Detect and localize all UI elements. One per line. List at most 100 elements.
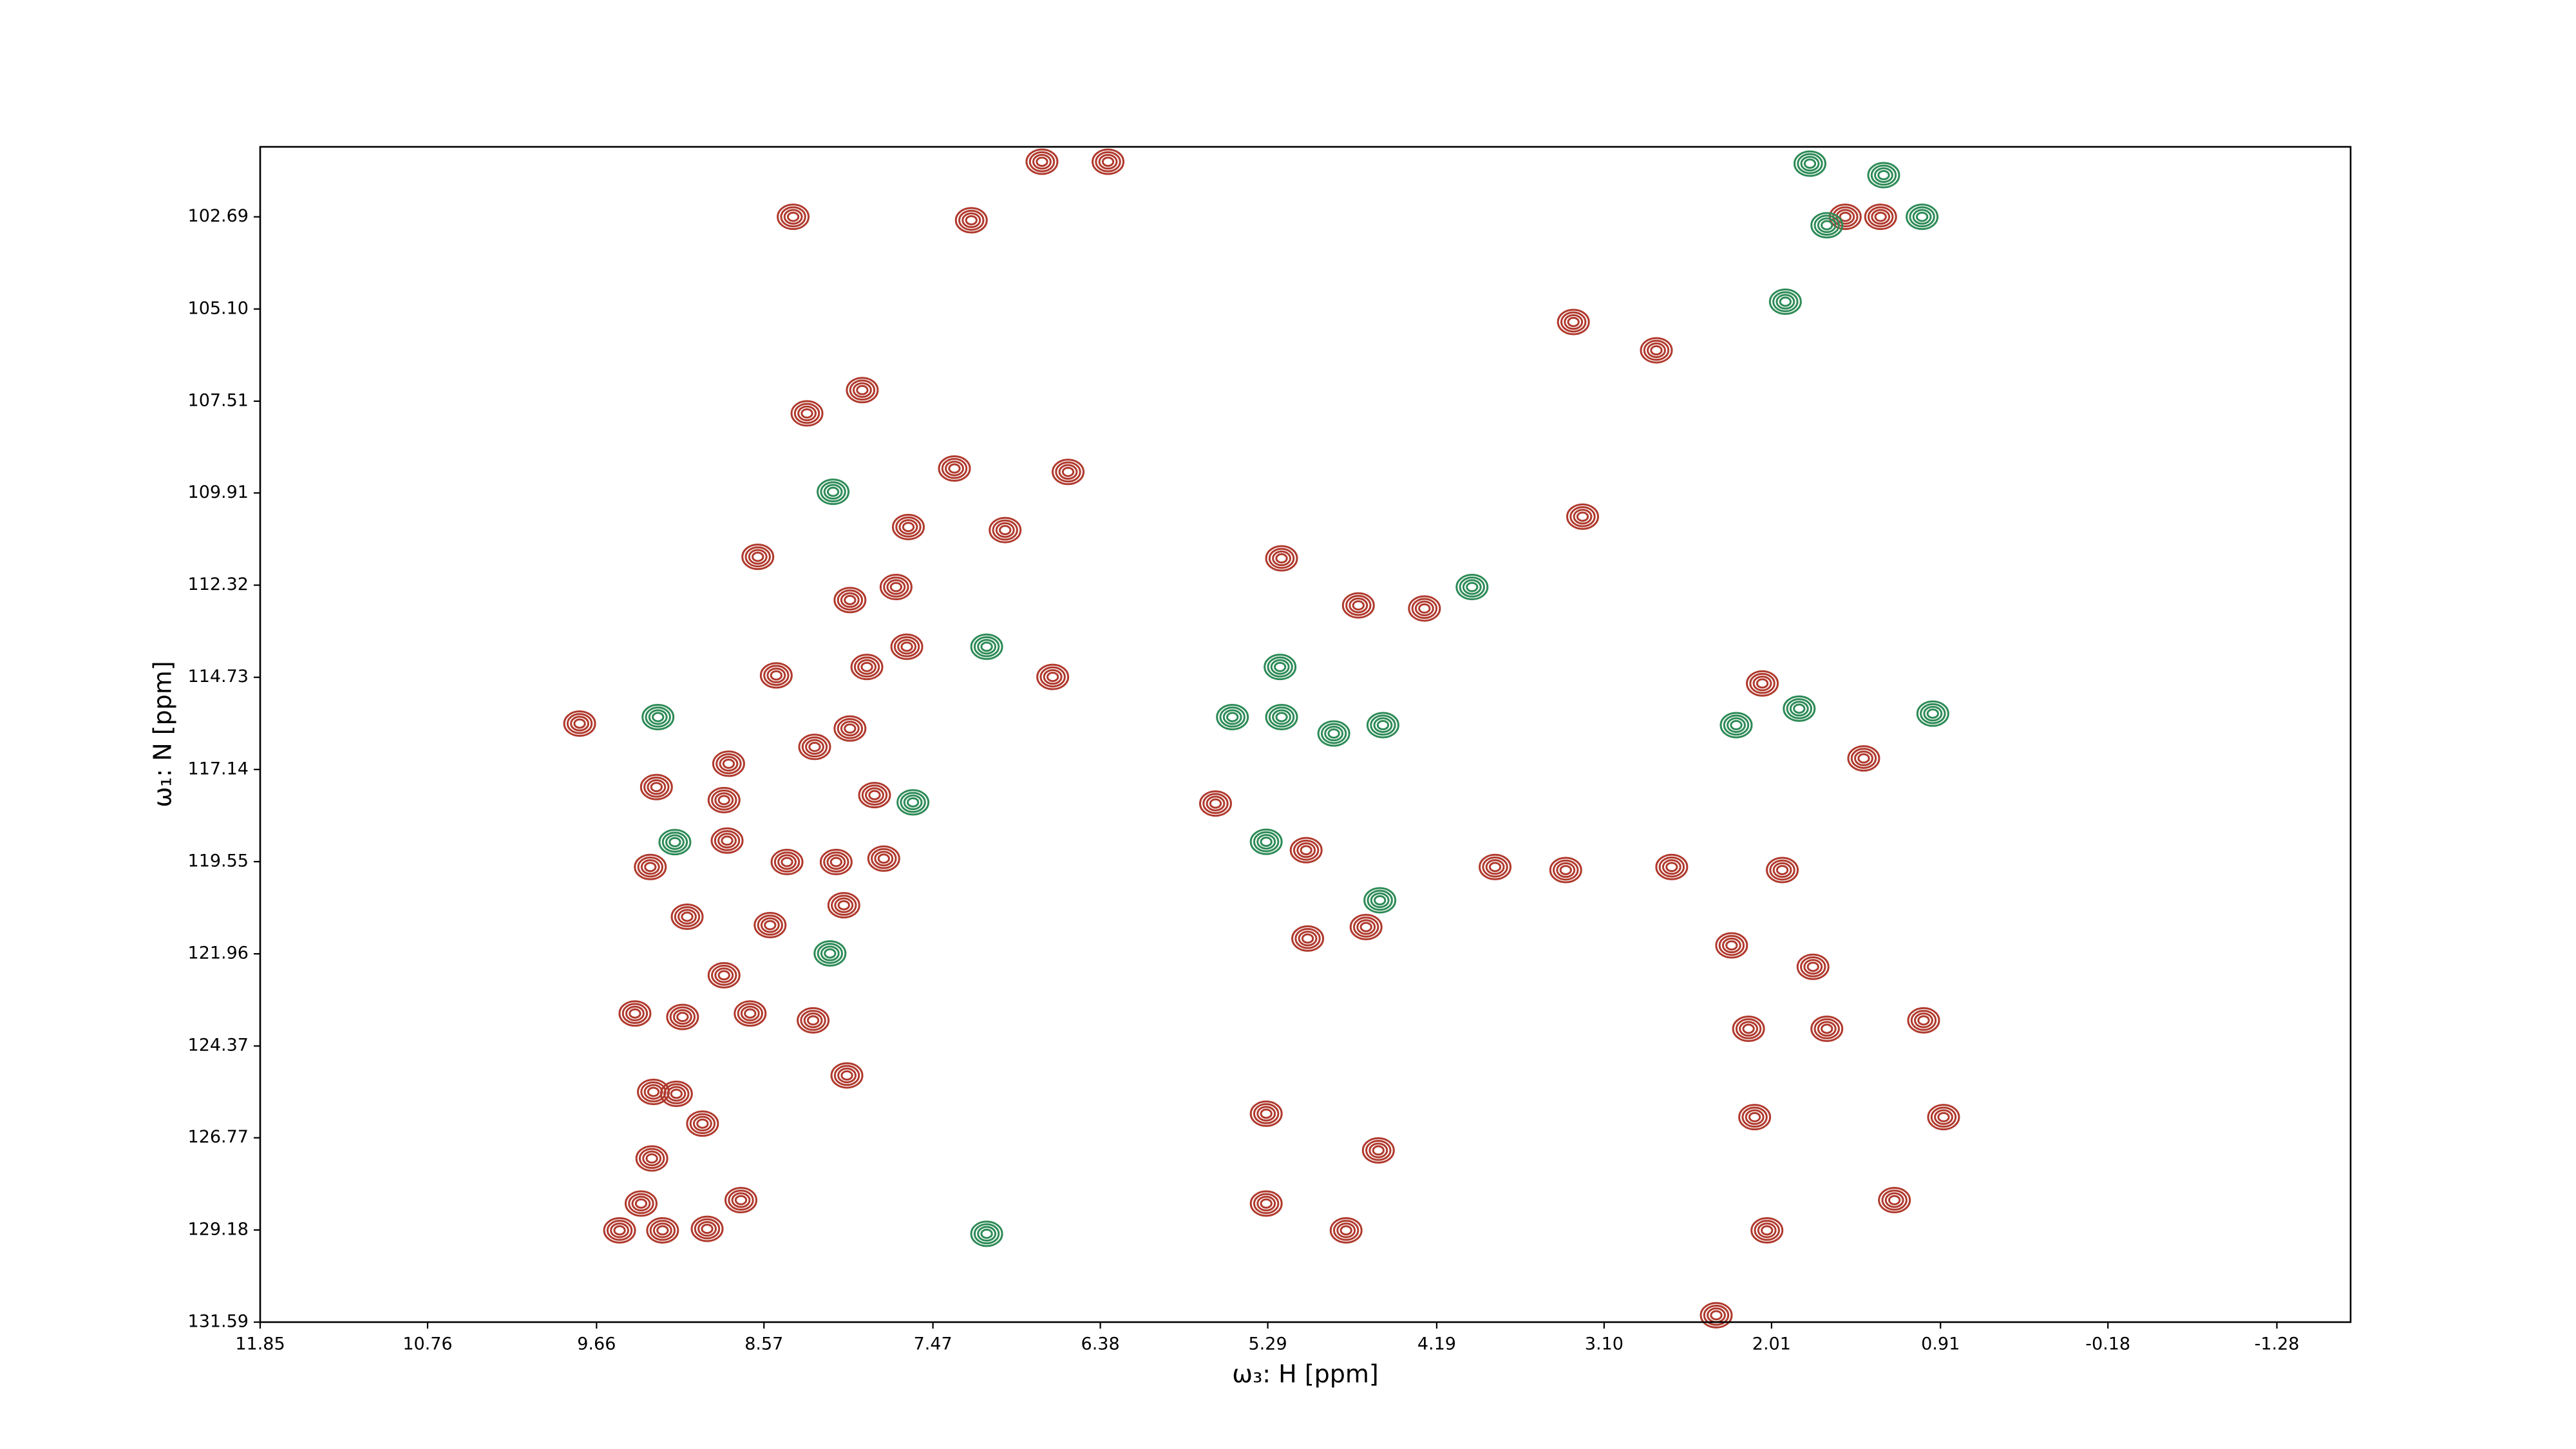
contour-ring — [820, 945, 840, 961]
y-tick-label: 114.73 — [188, 667, 249, 687]
contour-ring — [744, 546, 771, 567]
contour-ring — [1756, 678, 1769, 689]
y-tick-label: 109.91 — [188, 482, 249, 502]
contour-ring — [1857, 753, 1870, 764]
peak — [1750, 1217, 1784, 1244]
contour-ring — [1055, 461, 1081, 483]
peak — [658, 829, 692, 856]
contour-ring — [1741, 1106, 1768, 1128]
contour-ring — [1206, 795, 1226, 811]
contour-ring — [861, 784, 888, 806]
contour-ring — [906, 797, 920, 808]
contour-ring — [797, 405, 817, 422]
contour-ring — [734, 1000, 767, 1027]
contour-ring — [1730, 719, 1743, 730]
contour-ring — [1914, 1012, 1933, 1028]
contour-ring — [890, 633, 923, 660]
contour-ring — [677, 909, 697, 925]
contour-ring — [860, 661, 873, 672]
contour-ring — [829, 857, 843, 867]
contour-ring — [819, 849, 853, 876]
contour-ring — [948, 463, 961, 474]
contour-ring — [646, 1217, 679, 1244]
contour-ring — [879, 574, 913, 601]
y-tick-label: 112.32 — [188, 574, 249, 594]
contour-ring — [1341, 592, 1375, 619]
contour-ring — [1249, 1100, 1283, 1127]
contour-ring — [676, 1012, 689, 1023]
contour-ring — [1265, 545, 1298, 572]
contour-ring — [647, 1086, 660, 1097]
contour-ring — [1776, 865, 1789, 875]
contour-ring — [1293, 839, 1320, 861]
contour-ring — [1359, 922, 1372, 933]
peak — [813, 940, 847, 967]
contour-ring — [958, 209, 985, 231]
contour-ring — [1757, 1222, 1777, 1238]
contour-ring — [945, 460, 964, 477]
peak — [1557, 308, 1590, 336]
contour-ring — [1253, 1103, 1280, 1124]
contour-ring — [606, 1220, 633, 1241]
peak — [1289, 837, 1323, 864]
contour-ring — [1715, 932, 1748, 959]
peak — [1265, 545, 1298, 572]
peak — [1216, 703, 1249, 730]
contour-ring — [1746, 670, 1779, 697]
contour-ring — [1803, 959, 1823, 975]
peak — [777, 204, 810, 231]
peak — [712, 750, 745, 777]
contour-ring — [1573, 509, 1593, 525]
x-tick-label: 4.19 — [1417, 1334, 1456, 1354]
contour-ring — [1414, 600, 1434, 616]
contour-ring — [1032, 154, 1052, 170]
contour-ring — [668, 837, 681, 848]
contour-ring — [634, 853, 667, 880]
contour-ring — [1915, 211, 1929, 222]
contour-ring — [1721, 937, 1741, 954]
contour-ring — [777, 854, 797, 870]
contour-ring — [1376, 719, 1390, 730]
peak — [846, 377, 879, 404]
contour-ring — [817, 943, 844, 964]
contour-ring — [897, 639, 917, 655]
contour-ring — [1916, 700, 1949, 727]
contour-ring — [852, 382, 872, 398]
contour-ring — [977, 1226, 997, 1242]
contour-ring — [711, 790, 737, 811]
contour-ring — [656, 1225, 669, 1236]
peak — [639, 773, 673, 800]
contour-ring — [1566, 503, 1599, 530]
contour-ring — [741, 544, 775, 571]
contour-ring — [1273, 661, 1287, 672]
contour-ring — [800, 1010, 826, 1031]
peak — [1479, 853, 1512, 880]
contour-ring — [1749, 672, 1776, 694]
contour-ring — [1294, 928, 1321, 949]
peak — [790, 400, 824, 427]
contour-ring — [1296, 842, 1316, 858]
contour-ring — [1752, 676, 1772, 692]
contour-ring — [648, 709, 668, 725]
contour-ring — [1750, 1217, 1784, 1244]
contour-ring — [941, 458, 968, 479]
peak — [896, 789, 930, 816]
contour-ring — [833, 587, 867, 614]
peak — [1847, 745, 1880, 772]
contour-ring — [837, 717, 864, 739]
peak — [641, 703, 675, 730]
contour-ring — [973, 1223, 1000, 1245]
peak — [970, 1220, 1003, 1247]
peak — [891, 513, 925, 540]
contour-ring — [826, 854, 846, 870]
contour-ring — [805, 739, 824, 755]
contour-ring — [1564, 314, 1584, 330]
peak — [1329, 1217, 1363, 1244]
peak — [817, 478, 850, 506]
contour-ring — [1658, 856, 1685, 878]
contour-ring — [1700, 1302, 1733, 1329]
contour-ring — [1814, 214, 1840, 236]
contour-ring — [1793, 703, 1806, 714]
contour-ring — [757, 914, 784, 936]
